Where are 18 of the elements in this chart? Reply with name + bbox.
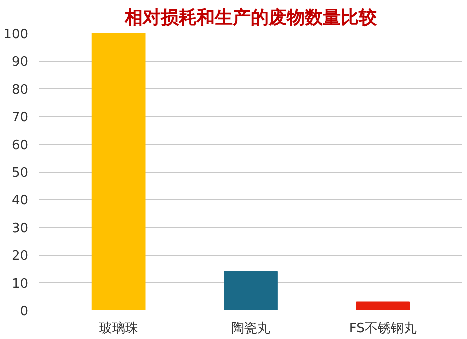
y-tick-label: 30	[12, 221, 29, 236]
y-tick-label: 0	[20, 304, 29, 320]
bar	[356, 302, 410, 310]
y-tick-label: 80	[12, 82, 29, 98]
bar	[224, 271, 278, 310]
x-tick-label: 玻璃珠	[99, 322, 138, 336]
chart-title: 相对损耗和生产的废物数量比较	[124, 8, 378, 28]
y-tick-label: 100	[4, 28, 29, 42]
x-tick-label: 陶瓷丸	[232, 322, 270, 336]
y-tick-label: 10	[12, 276, 29, 292]
y-tick-label: 60	[12, 138, 29, 154]
y-tick-label: 50	[12, 166, 29, 181]
y-tick-label: 90	[12, 55, 29, 70]
bar	[92, 34, 146, 310]
y-tick-label: 20	[12, 249, 29, 264]
x-tick-label: FS不锈钢丸	[349, 322, 417, 336]
y-tick-label: 70	[12, 110, 29, 126]
y-tick-label: 40	[12, 194, 29, 209]
